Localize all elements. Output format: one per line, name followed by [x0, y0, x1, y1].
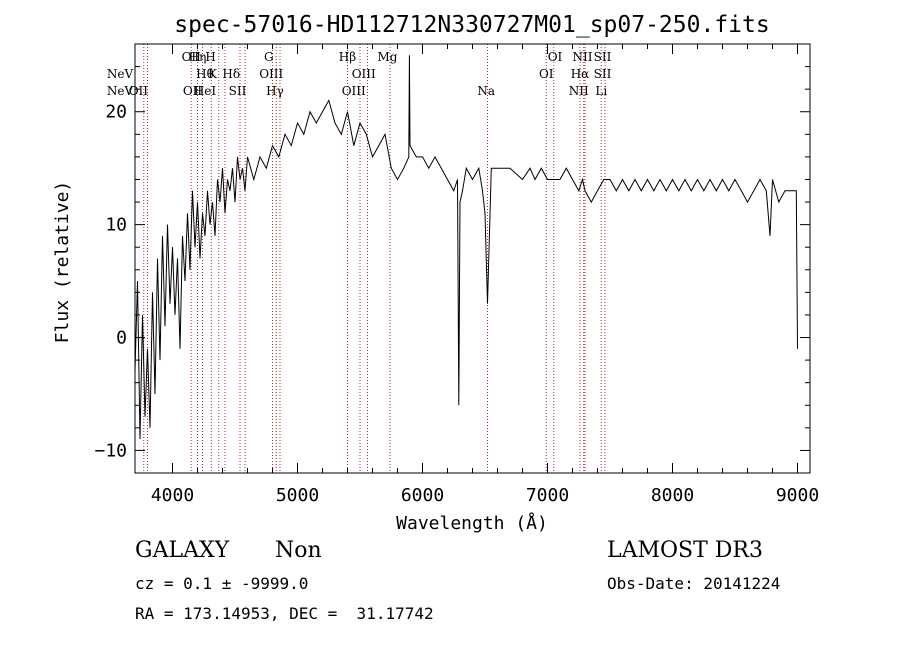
spectral-line-label: OII	[129, 84, 149, 98]
spectral-line-label: OII	[183, 84, 203, 98]
y-tick-label: 20	[105, 102, 127, 123]
spectral-line-label: OII	[182, 50, 202, 64]
object-subclass: Non	[275, 538, 322, 563]
y-axis: −10 0 10 20	[94, 66, 810, 461]
spectral-line-label: SII	[229, 84, 247, 98]
spectral-line-label: Hγ	[266, 84, 284, 98]
spectral-line-label: OIII	[259, 67, 283, 81]
spectral-line-label: G	[264, 50, 274, 64]
plot-frame	[134, 43, 811, 474]
y-axis-label: Flux (relative)	[52, 181, 73, 344]
spectral-line-label: Hα	[571, 67, 590, 81]
spectral-line-label: OIII	[342, 84, 366, 98]
spectrum-line	[134, 55, 798, 440]
spectral-line-label: Mg	[378, 50, 398, 64]
spectral-line-label: NeV	[107, 67, 134, 81]
obs-date-text: Obs-Date: 20141224	[607, 574, 781, 593]
survey-name: LAMOST DR3	[607, 538, 763, 563]
x-tick-label: 7000	[526, 485, 569, 506]
marker-lines	[143, 44, 606, 473]
x-axis-label: Wavelength (Å)	[396, 512, 548, 534]
y-tick-label: 10	[105, 215, 127, 236]
y-tick-label: 0	[116, 328, 127, 349]
spectral-line-label: NII	[569, 84, 589, 98]
spectral-line-label: OI	[539, 67, 554, 81]
x-tick-label: 5000	[276, 485, 319, 506]
spectral-line-label: Hθ	[196, 67, 214, 81]
x-tick-label: 4000	[151, 485, 194, 506]
x-axis: 4000 5000 6000 7000 8000 9000	[151, 44, 819, 506]
spectral-line-label: K	[208, 67, 218, 81]
y-tick-label: −10	[94, 440, 127, 461]
x-tick-label: 8000	[651, 485, 694, 506]
spectral-line-label: SII	[594, 67, 612, 81]
object-class: GALAXY	[135, 538, 230, 563]
spectral-line-label: Hη	[189, 50, 207, 64]
spectral-line-label: Na	[477, 84, 495, 98]
spectral-line-label: NeV	[107, 84, 134, 98]
spectral-line-label: H	[205, 50, 215, 64]
x-tick-label: 9000	[776, 485, 819, 506]
redshift-text: cz = 0.1 ± -9999.0	[135, 574, 309, 593]
spectral-line-label: SII	[594, 50, 612, 64]
spectral-line-label: OIII	[352, 67, 376, 81]
spectral-line-label: OI	[548, 50, 563, 64]
spectral-line-label: Li	[595, 84, 607, 98]
spectral-line-label: Hβ	[339, 50, 356, 64]
coordinates-text: RA = 173.14953, DEC = 31.17742	[135, 604, 434, 623]
spectral-line-label: HeI	[194, 84, 217, 98]
x-tick-label: 6000	[401, 485, 444, 506]
spectral-line-label: Hδ	[222, 67, 240, 81]
chart-title: spec-57016-HD112712N330727M01_sp07-250.f…	[174, 12, 769, 38]
spectral-line-label: NII	[573, 50, 593, 64]
